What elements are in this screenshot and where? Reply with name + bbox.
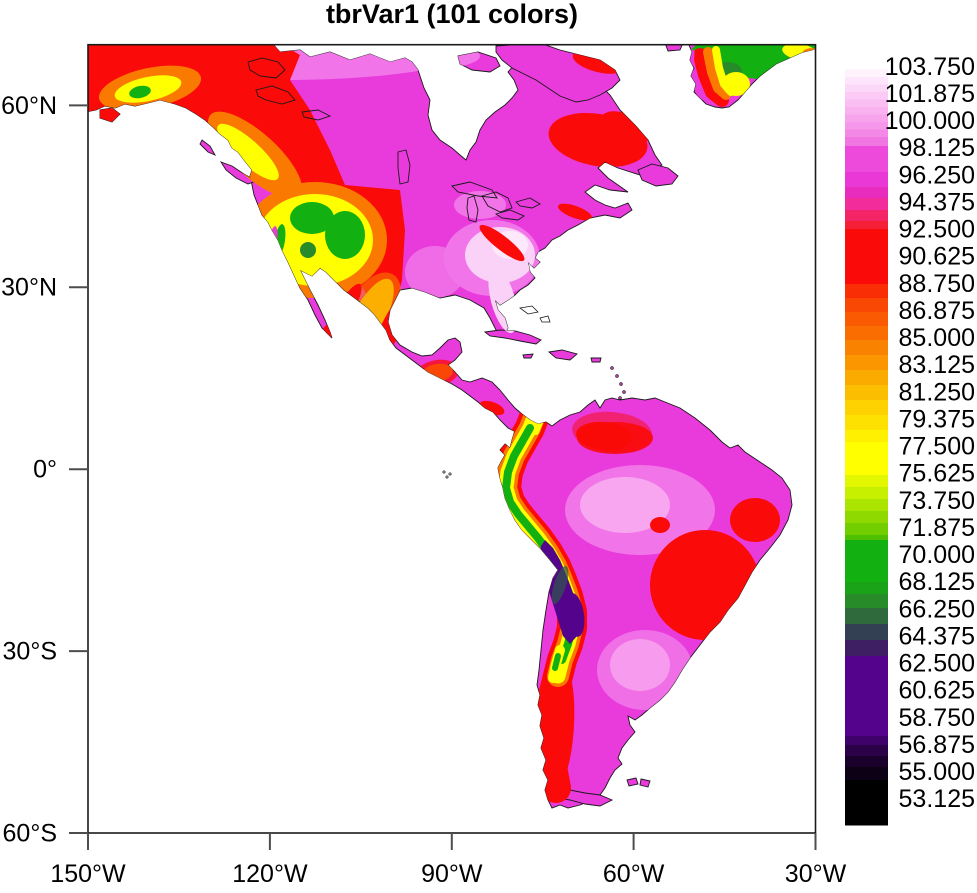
svg-text:75.625: 75.625 [899,460,975,488]
svg-text:150°W: 150°W [50,860,126,888]
svg-text:90°W: 90°W [421,860,483,888]
svg-text:96.250: 96.250 [899,161,975,189]
svg-text:64.375: 64.375 [899,622,975,650]
svg-text:55.000: 55.000 [899,758,975,786]
svg-text:98.125: 98.125 [899,134,975,162]
svg-text:92.500: 92.500 [899,216,975,244]
svg-text:56.875: 56.875 [899,731,975,759]
svg-text:30°W: 30°W [785,860,847,888]
svg-text:94.375: 94.375 [899,188,975,216]
svg-text:70.000: 70.000 [899,541,975,569]
svg-text:101.875: 101.875 [885,80,975,108]
svg-text:60°N: 60°N [1,92,57,120]
svg-text:30°S: 30°S [3,638,57,666]
svg-text:88.750: 88.750 [899,270,975,298]
svg-text:83.125: 83.125 [899,351,975,379]
svg-text:tbrVar1 (101 colors): tbrVar1 (101 colors) [326,0,578,29]
svg-text:81.250: 81.250 [899,378,975,406]
svg-text:66.250: 66.250 [899,595,975,623]
svg-text:60.625: 60.625 [899,677,975,705]
svg-text:120°W: 120°W [232,860,308,888]
svg-text:90.625: 90.625 [899,243,975,271]
svg-text:30°N: 30°N [1,274,57,302]
svg-text:60°S: 60°S [3,820,57,848]
svg-text:60°W: 60°W [603,860,665,888]
svg-text:58.750: 58.750 [899,704,975,732]
svg-text:53.125: 53.125 [899,785,975,813]
svg-text:85.000: 85.000 [899,324,975,352]
svg-text:103.750: 103.750 [885,53,975,81]
svg-text:100.000: 100.000 [885,107,975,135]
svg-text:79.375: 79.375 [899,405,975,433]
svg-text:86.875: 86.875 [899,297,975,325]
svg-text:0°: 0° [33,456,57,484]
svg-text:71.875: 71.875 [899,514,975,542]
svg-text:68.125: 68.125 [899,568,975,596]
svg-text:73.750: 73.750 [899,487,975,515]
svg-text:77.500: 77.500 [899,433,975,461]
svg-text:62.500: 62.500 [899,650,975,678]
